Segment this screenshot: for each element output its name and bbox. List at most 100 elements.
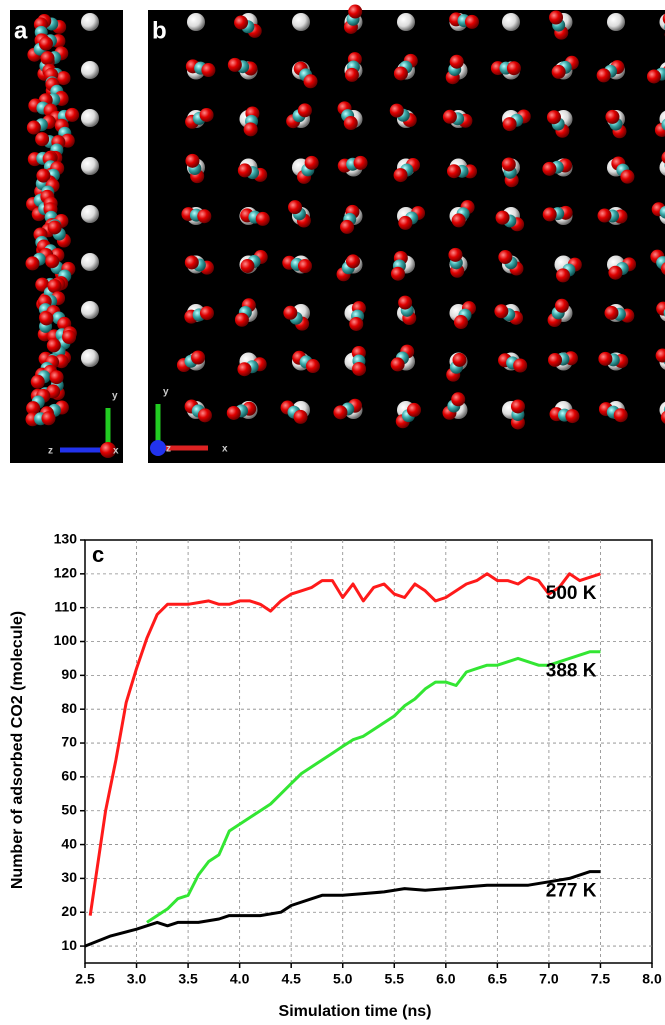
panel-label: b bbox=[152, 17, 167, 44]
series-label: 500 K bbox=[546, 583, 597, 604]
oxygen bbox=[228, 58, 242, 72]
oxygen bbox=[552, 65, 566, 79]
oxygen bbox=[454, 315, 468, 329]
oxygen bbox=[542, 162, 556, 176]
x-tick-label: 6.5 bbox=[488, 971, 508, 987]
axis-letter: y bbox=[163, 387, 169, 398]
y-tick-label: 120 bbox=[54, 565, 78, 581]
oxygen bbox=[498, 250, 512, 264]
oxygen bbox=[608, 266, 622, 280]
axis-letter: x bbox=[113, 446, 119, 457]
y-tick-label: 90 bbox=[61, 666, 77, 682]
oxygen bbox=[407, 403, 421, 417]
oxygen bbox=[288, 200, 302, 214]
atom bbox=[81, 13, 99, 31]
oxygen bbox=[398, 296, 412, 310]
oxygen bbox=[62, 330, 76, 344]
oxygen bbox=[394, 66, 408, 80]
oxygen bbox=[45, 254, 59, 268]
oxygen bbox=[555, 299, 569, 313]
panel-label: c bbox=[92, 542, 104, 567]
oxygen bbox=[496, 211, 510, 225]
oxygen bbox=[565, 409, 579, 423]
oxygen bbox=[201, 63, 215, 77]
oxygen bbox=[349, 317, 363, 331]
oxygen bbox=[354, 156, 368, 170]
oxygen bbox=[200, 306, 214, 320]
y-tick-label: 110 bbox=[54, 598, 77, 614]
atom bbox=[292, 13, 310, 31]
axis-letter: z bbox=[48, 446, 53, 457]
oxygen bbox=[507, 61, 521, 75]
oxygen bbox=[41, 51, 55, 65]
oxygen bbox=[391, 267, 405, 281]
oxygen bbox=[597, 68, 611, 82]
oxygen bbox=[513, 358, 527, 372]
oxygen bbox=[390, 104, 404, 118]
y-tick-label: 30 bbox=[61, 869, 77, 885]
oxygen bbox=[65, 108, 79, 122]
oxygen bbox=[39, 37, 53, 51]
oxygen bbox=[452, 353, 466, 367]
oxygen bbox=[283, 306, 297, 320]
y-tick-label: 130 bbox=[54, 531, 78, 547]
x-tick-label: 6.0 bbox=[436, 971, 456, 987]
oxygen bbox=[244, 122, 258, 136]
atom bbox=[187, 13, 205, 31]
oxygen bbox=[511, 399, 525, 413]
oxygen bbox=[304, 74, 318, 88]
atom bbox=[81, 109, 99, 127]
atom bbox=[81, 349, 99, 367]
oxygen bbox=[305, 156, 319, 170]
atom bbox=[502, 13, 520, 31]
oxygen bbox=[352, 362, 366, 376]
oxygen bbox=[200, 108, 214, 122]
oxygen bbox=[549, 11, 563, 25]
x-tick-label: 7.5 bbox=[591, 971, 611, 987]
y-tick-label: 100 bbox=[54, 632, 78, 648]
oxygen bbox=[298, 103, 312, 117]
oxygen bbox=[502, 157, 516, 171]
x-tick-label: 8.0 bbox=[642, 971, 662, 987]
atom bbox=[81, 205, 99, 223]
oxygen bbox=[620, 170, 634, 184]
x-tick-label: 2.5 bbox=[75, 971, 95, 987]
oxygen bbox=[450, 55, 464, 69]
oxygen bbox=[394, 168, 408, 182]
oxygen bbox=[256, 212, 270, 226]
oxygen bbox=[348, 5, 362, 19]
axis-letter: y bbox=[112, 391, 118, 402]
oxygen bbox=[647, 69, 661, 83]
oxygen bbox=[298, 259, 312, 273]
x-tick-label: 4.0 bbox=[230, 971, 250, 987]
oxygen bbox=[47, 338, 61, 352]
x-tick-label: 4.5 bbox=[281, 971, 301, 987]
oxygen bbox=[306, 359, 320, 373]
oxygen bbox=[605, 306, 619, 320]
oxygen bbox=[240, 259, 254, 273]
x-tick-label: 3.0 bbox=[127, 971, 147, 987]
oxygen bbox=[31, 375, 45, 389]
oxygen bbox=[198, 408, 212, 422]
oxygen bbox=[50, 370, 64, 384]
series-label: 388 K bbox=[546, 661, 597, 682]
oxygen bbox=[465, 15, 479, 29]
oxygen bbox=[238, 163, 252, 177]
oxygen bbox=[26, 256, 40, 270]
oxygen bbox=[614, 408, 628, 422]
oxygen bbox=[548, 353, 562, 367]
oxygen bbox=[191, 351, 205, 365]
oxygen bbox=[448, 248, 462, 262]
atom bbox=[81, 301, 99, 319]
oxygen bbox=[197, 209, 211, 223]
oxygen bbox=[294, 410, 308, 424]
atom bbox=[81, 253, 99, 271]
x-axis-title: Simulation time (ns) bbox=[279, 1003, 432, 1020]
oxygen bbox=[391, 357, 405, 371]
oxygen bbox=[48, 220, 62, 234]
x-tick-label: 5.0 bbox=[333, 971, 353, 987]
x-tick-label: 3.5 bbox=[178, 971, 198, 987]
y-tick-label: 40 bbox=[61, 835, 77, 851]
series-line bbox=[147, 652, 601, 923]
oxygen bbox=[185, 154, 199, 168]
